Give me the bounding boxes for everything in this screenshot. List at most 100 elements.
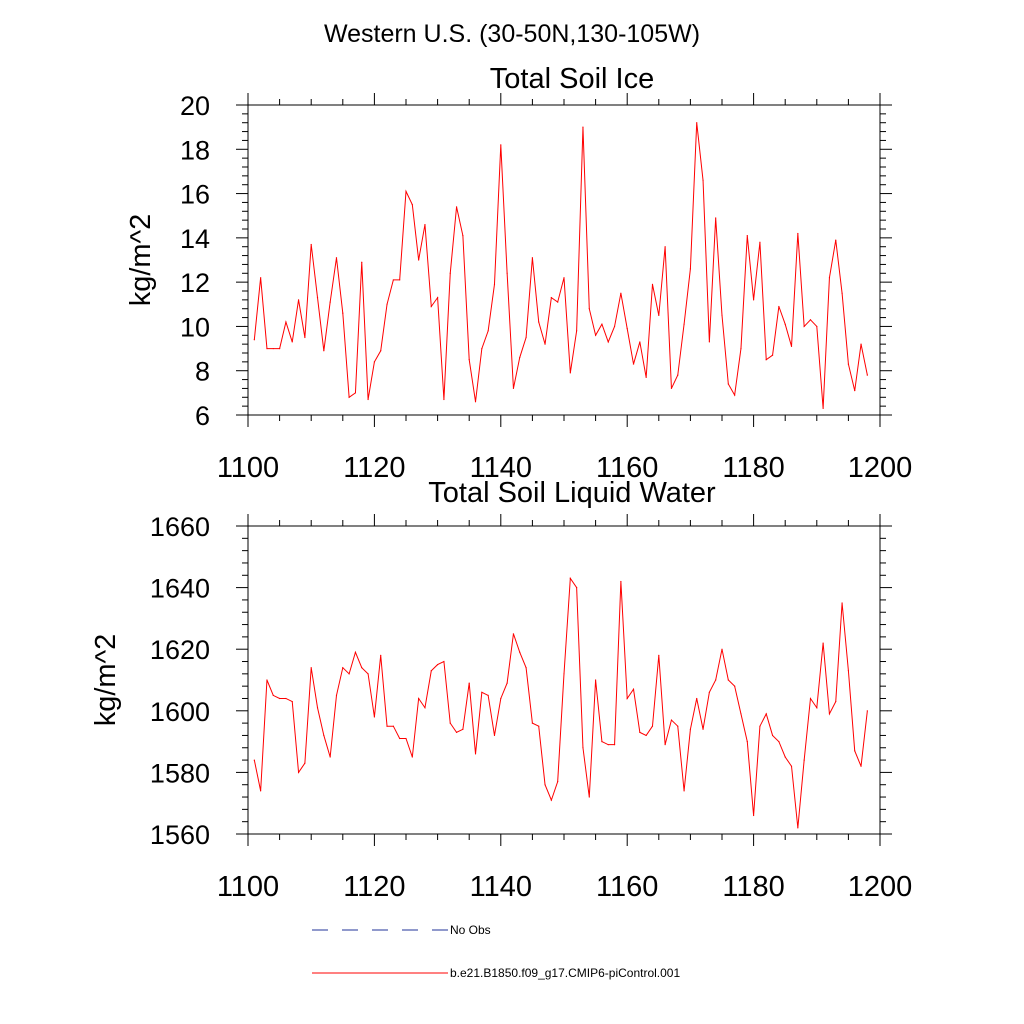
data-point xyxy=(272,347,274,350)
data-point xyxy=(418,259,420,261)
data-point xyxy=(462,235,464,237)
data-point xyxy=(266,679,268,681)
data-point xyxy=(367,398,369,401)
legend: No Obs b.e21.B1850.f09_g17.CMIP6-piContr… xyxy=(312,923,680,980)
data-point xyxy=(304,762,306,764)
series-points xyxy=(253,122,868,409)
data-point xyxy=(449,272,451,274)
plot-title: Total Soil Liquid Water xyxy=(428,477,716,509)
data-point xyxy=(715,217,717,219)
data-point xyxy=(607,341,609,343)
data-point xyxy=(658,654,660,656)
data-point xyxy=(297,771,300,774)
data-point xyxy=(335,257,338,259)
data-point xyxy=(260,790,262,792)
data-point xyxy=(291,700,293,703)
data-point xyxy=(835,239,837,241)
y-tick-label: 8 xyxy=(195,357,210,387)
x-tick-label: 1200 xyxy=(848,452,913,484)
data-point xyxy=(474,401,477,403)
series-line xyxy=(253,576,868,828)
data-point xyxy=(816,325,818,328)
data-point xyxy=(702,179,704,181)
data-point xyxy=(582,747,584,749)
y-tick-label: 1580 xyxy=(150,758,210,788)
data-point xyxy=(595,334,597,336)
data-point xyxy=(437,664,439,666)
data-point xyxy=(544,784,546,786)
y-tick-label: 6 xyxy=(195,401,210,431)
y-tick-label: 18 xyxy=(180,135,210,165)
y-axis-label: kg/m^2 xyxy=(90,634,122,727)
data-point xyxy=(468,682,470,684)
data-point xyxy=(367,673,369,675)
data-point xyxy=(342,312,344,314)
data-point xyxy=(411,204,413,206)
data-point xyxy=(645,734,647,737)
data-point xyxy=(828,277,831,279)
data-point xyxy=(487,330,489,332)
x-tick-label: 1120 xyxy=(343,871,405,903)
plot-title: Total Soil Ice xyxy=(490,63,654,95)
data-point xyxy=(797,827,799,829)
data-point xyxy=(626,697,628,700)
data-point xyxy=(531,722,534,724)
data-point xyxy=(361,261,363,263)
data-point xyxy=(550,297,552,299)
data-point xyxy=(822,407,824,409)
data-point xyxy=(399,737,401,740)
data-point xyxy=(576,587,578,589)
data-point xyxy=(708,691,710,693)
data-point xyxy=(632,688,635,690)
data-point xyxy=(854,750,856,752)
data-point xyxy=(639,341,641,343)
x-tick-label: 1160 xyxy=(596,452,658,484)
data-point xyxy=(790,345,793,347)
figure-suptitle: Western U.S. (30-50N,130-105W) xyxy=(324,20,700,48)
data-point xyxy=(462,728,464,730)
data-point xyxy=(860,343,862,345)
data-point xyxy=(487,694,489,697)
data-point xyxy=(721,648,723,650)
data-point xyxy=(538,321,540,323)
data-point xyxy=(500,697,502,700)
data-point xyxy=(348,673,350,675)
data-point xyxy=(765,359,767,361)
x-tick-label: 1140 xyxy=(470,452,532,484)
data-point xyxy=(696,122,698,124)
data-point xyxy=(841,292,843,294)
data-point xyxy=(354,651,357,653)
data-point xyxy=(316,297,319,299)
data-point xyxy=(506,682,508,684)
data-point xyxy=(373,361,375,363)
data-point xyxy=(569,372,571,374)
x-tick-label: 1100 xyxy=(217,871,279,903)
data-point xyxy=(677,725,679,727)
data-point xyxy=(576,330,578,332)
data-point xyxy=(405,737,407,740)
data-point xyxy=(266,347,268,350)
data-point xyxy=(790,765,793,767)
data-point xyxy=(563,277,565,279)
data-point xyxy=(866,710,868,712)
x-tick-label: 1120 xyxy=(343,452,405,484)
data-point xyxy=(481,691,483,693)
data-point xyxy=(645,376,647,378)
data-point xyxy=(342,667,344,669)
data-point xyxy=(323,350,325,352)
data-point xyxy=(809,697,812,700)
data-point xyxy=(651,725,654,727)
data-point xyxy=(620,292,622,294)
data-point xyxy=(613,744,616,746)
data-point xyxy=(784,756,786,758)
data-point xyxy=(771,734,774,737)
data-point xyxy=(759,241,761,243)
data-point xyxy=(474,753,477,755)
data-point xyxy=(285,697,287,700)
data-point xyxy=(702,728,704,730)
x-tick-label: 1160 xyxy=(596,871,658,903)
data-point xyxy=(740,713,742,715)
panel-total-soil-liquid-water: Total Soil Liquid Water 1560 1580 1600 1620 1… xyxy=(90,477,912,903)
data-point xyxy=(329,301,331,303)
data-point xyxy=(866,374,868,376)
